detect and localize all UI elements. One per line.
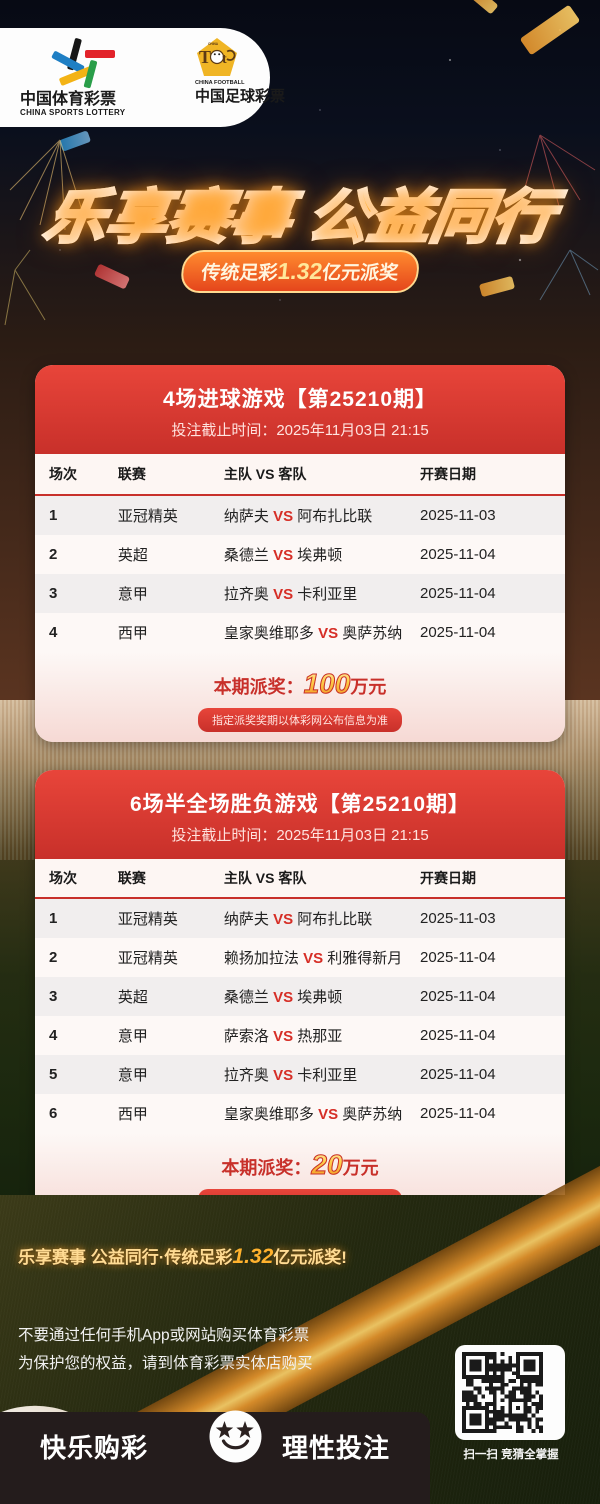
svg-text:中国体育彩票: 中国体育彩票 xyxy=(20,89,116,108)
svg-text:CHINA FOOTBALL: CHINA FOOTBALL xyxy=(195,80,245,86)
svg-text:中国足球彩票: 中国足球彩票 xyxy=(195,87,285,105)
svg-text:t: t xyxy=(222,52,227,67)
svg-text:CHINA SPORTS LOTTERY: CHINA SPORTS LOTTERY xyxy=(20,108,126,116)
svg-text:CHINA: CHINA xyxy=(208,42,219,46)
svg-text:T: T xyxy=(199,47,211,67)
